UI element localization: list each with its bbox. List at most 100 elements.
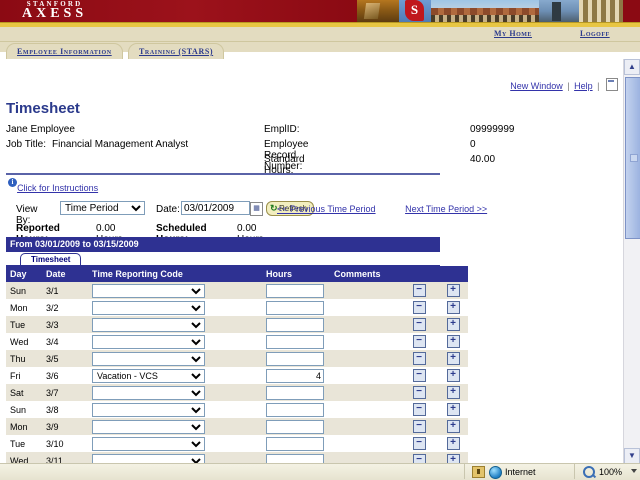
add-row-button[interactable]: + — [446, 335, 460, 348]
column-header-remove — [400, 266, 434, 282]
cell-day: Sun — [6, 401, 42, 418]
hours-input[interactable] — [266, 402, 324, 417]
cell-comments[interactable] — [330, 418, 400, 435]
job-title-value: Financial Management Analyst — [52, 139, 189, 150]
time-reporting-code-select[interactable] — [92, 351, 205, 366]
scroll-up-arrow-icon[interactable]: ▲ — [624, 59, 640, 75]
hours-input[interactable] — [266, 351, 324, 366]
vertical-scrollbar[interactable]: ▲ ▼ — [623, 59, 640, 464]
cell-comments[interactable] — [330, 299, 400, 316]
time-reporting-code-select[interactable] — [92, 283, 205, 298]
remove-row-button[interactable]: − — [412, 301, 426, 314]
hours-input[interactable] — [266, 385, 324, 400]
add-row-button[interactable]: + — [446, 284, 460, 297]
cell-day: Sat — [6, 384, 42, 401]
view-by-select[interactable]: Time Period — [60, 201, 145, 215]
add-row-button[interactable]: + — [446, 386, 460, 399]
cell-time-reporting-code — [88, 435, 262, 452]
remove-row-button[interactable]: − — [412, 318, 426, 331]
scrollbar-thumb[interactable] — [625, 77, 640, 239]
cell-time-reporting-code — [88, 333, 262, 350]
time-reporting-code-select[interactable] — [92, 436, 205, 451]
remove-row-button[interactable]: − — [412, 352, 426, 365]
cell-comments[interactable] — [330, 316, 400, 333]
remove-row-button[interactable]: − — [412, 284, 426, 297]
my-home-link[interactable]: My Home — [494, 29, 532, 38]
hours-input[interactable] — [266, 368, 324, 383]
time-reporting-code-select[interactable] — [92, 402, 205, 417]
scroll-down-arrow-icon[interactable]: ▼ — [624, 448, 640, 464]
section-divider — [6, 173, 440, 175]
cell-remove-row: − — [400, 401, 434, 418]
remove-row-button[interactable]: − — [412, 369, 426, 382]
cell-remove-row: − — [400, 350, 434, 367]
hours-input[interactable] — [266, 334, 324, 349]
help-link[interactable]: Help — [574, 81, 593, 91]
chevron-down-icon[interactable] — [631, 469, 637, 473]
add-row-button[interactable]: + — [446, 420, 460, 433]
tab-training-stars-label[interactable]: Training (STARS) — [139, 47, 214, 56]
add-row-button[interactable]: + — [446, 352, 460, 365]
remove-row-button[interactable]: − — [412, 403, 426, 416]
cell-add-row: + — [434, 282, 468, 299]
cell-date: 3/4 — [42, 333, 88, 350]
add-row-button[interactable]: + — [446, 301, 460, 314]
tab-employee-information[interactable]: Employee Information — [6, 43, 123, 59]
security-zone-area[interactable]: Internet — [464, 464, 575, 479]
next-time-period-link[interactable]: Next Time Period >> — [405, 204, 488, 214]
standard-hours-label: Standard Hours: — [264, 154, 305, 176]
photo-sculpture — [539, 0, 579, 22]
cell-comments[interactable] — [330, 333, 400, 350]
sub-tab-timesheet[interactable]: Timesheet — [20, 253, 82, 265]
cell-comments[interactable] — [330, 282, 400, 299]
stanford-axess-banner: STANFORD AXESS — [0, 0, 640, 22]
time-reporting-code-select[interactable]: Vacation - VCS — [92, 368, 205, 383]
add-row-button[interactable]: + — [446, 403, 460, 416]
record-number-label: Employee Record Number: — [264, 139, 309, 172]
add-row-button[interactable]: + — [446, 369, 460, 382]
remove-row-button[interactable]: − — [412, 386, 426, 399]
hours-input[interactable] — [266, 436, 324, 451]
remove-row-button[interactable]: − — [412, 420, 426, 433]
tab-employee-information-label[interactable]: Employee Information — [17, 47, 112, 56]
time-reporting-code-select[interactable] — [92, 317, 205, 332]
time-reporting-code-select[interactable] — [92, 385, 205, 400]
calendar-icon[interactable]: ▦ — [250, 202, 263, 216]
cell-add-row: + — [434, 384, 468, 401]
cell-comments[interactable] — [330, 435, 400, 452]
add-row-button[interactable]: + — [446, 318, 460, 331]
logoff-link[interactable]: Logoff — [580, 29, 610, 38]
logo-line-axess: AXESS — [22, 6, 88, 21]
date-input[interactable] — [181, 201, 250, 215]
time-reporting-code-select[interactable] — [92, 300, 205, 315]
column-header-add — [434, 266, 468, 282]
copy-window-icon[interactable] — [606, 78, 618, 91]
table-row: Thu 3/5 − + — [6, 350, 468, 367]
tab-training-stars[interactable]: Training (STARS) — [128, 43, 225, 59]
zoom-control[interactable]: 100% — [574, 464, 640, 479]
hours-input[interactable] — [266, 317, 324, 332]
cell-date: 3/10 — [42, 435, 88, 452]
remove-row-button[interactable]: − — [412, 437, 426, 450]
hours-input[interactable] — [266, 300, 324, 315]
new-window-link[interactable]: New Window — [510, 81, 563, 91]
cell-remove-row: − — [400, 367, 434, 384]
cell-comments[interactable] — [330, 367, 400, 384]
cell-comments[interactable] — [330, 350, 400, 367]
refresh-button[interactable]: Refresh — [266, 201, 315, 216]
hours-input[interactable] — [266, 419, 324, 434]
click-for-instructions-link[interactable]: Click for Instructions — [17, 183, 99, 193]
remove-row-button[interactable]: − — [412, 335, 426, 348]
time-reporting-code-select[interactable] — [92, 419, 205, 434]
cell-hours — [262, 418, 330, 435]
previous-time-period-link[interactable]: << Previous Time Period — [277, 204, 376, 214]
cell-remove-row: − — [400, 384, 434, 401]
cell-comments[interactable] — [330, 401, 400, 418]
hours-input[interactable] — [266, 283, 324, 298]
cell-comments[interactable] — [330, 384, 400, 401]
add-row-button[interactable]: + — [446, 437, 460, 450]
cell-remove-row: − — [400, 418, 434, 435]
cell-add-row: + — [434, 333, 468, 350]
time-reporting-code-select[interactable] — [92, 334, 205, 349]
cell-hours — [262, 435, 330, 452]
